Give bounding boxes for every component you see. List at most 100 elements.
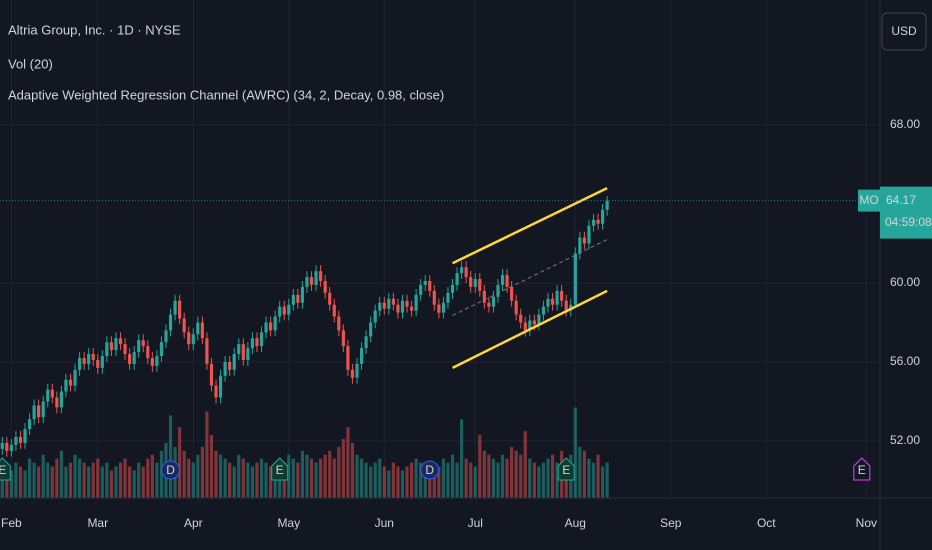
event-label: D [166,463,175,477]
volume-bar [450,454,455,498]
volume-bar [541,462,546,498]
volume-bar [323,454,327,498]
volume-bar [514,450,518,498]
volume-bar [159,450,164,498]
candle-body [359,348,364,364]
candle-body [37,405,41,418]
candle-body [100,356,104,368]
candle-body [432,290,436,305]
candle-body [532,320,536,325]
volume-bar [469,462,473,498]
volume-bar [473,466,477,498]
volume-bar [68,462,73,498]
candle-body [46,389,50,402]
x-tick-label: Aug [565,516,586,530]
candle-body [9,444,13,451]
volume-bar [87,466,91,498]
volume-bar [200,446,204,498]
volume-bar [37,466,41,498]
volume-bar [578,446,582,498]
volume-bar [114,466,118,498]
earnings-badge [271,457,289,481]
candle-body [200,322,204,339]
volume-bar [9,470,13,498]
candle-body [487,302,491,307]
x-tick-label: Nov [856,516,877,530]
volume-bar [82,462,86,498]
price-tag [880,186,932,239]
candle-body [50,389,54,398]
symbol-tag [858,189,880,212]
volume-bar [587,458,591,498]
volume-bar [532,462,536,498]
candle-body [519,314,523,323]
x-tick-label: Jul [468,516,483,530]
candle-body [291,294,295,305]
volume-bar [182,450,186,498]
y-tick-label: 56.00 [890,354,920,368]
y-tick-label: 52.00 [890,433,920,447]
candle-body [309,277,314,285]
candle-body [296,294,300,303]
candle-body [482,290,486,303]
volume-bar [500,454,505,498]
volume-bar [250,466,254,498]
volume-bar [446,462,450,498]
price-tag-countdown: 04:59:08 [885,215,932,229]
candle-body [582,237,586,244]
volume-bar [232,466,236,498]
candle-body [596,219,600,224]
candle-body [23,429,27,443]
candle-body [350,369,355,378]
volume-bar [123,458,127,498]
candle-body [550,298,555,305]
volume-bar [314,462,318,498]
volume-bar [59,450,63,498]
candle-body [132,352,136,364]
candle-body [209,363,214,386]
volume-bar [168,415,173,498]
volume-bar [255,462,259,498]
candle-body [87,354,91,364]
currency-button[interactable] [881,12,927,51]
candle-body [369,322,373,337]
candle-body [409,306,414,311]
candle-body [514,300,518,315]
volume-bar [491,458,496,498]
candle-body [546,298,550,307]
volume-bar [359,458,364,498]
volume-bar [519,454,523,498]
volume-bar [373,462,377,498]
candle-body [505,275,509,287]
volume-bar [50,466,54,498]
candle-body [537,314,541,325]
volume-bar [77,458,82,498]
candle-body [414,294,418,311]
volume-bar [27,458,32,498]
candle-body [114,338,118,351]
currency-label[interactable]: USD [891,24,917,38]
volume-bar [337,446,341,498]
candle-body [587,225,591,244]
candle-body [555,290,559,305]
candle-body [346,346,350,370]
volume-bar [414,458,418,498]
candle-body [319,271,323,281]
channel-lower [451,289,608,369]
indicator-label: Vol (20) [8,56,53,71]
candle-body [178,300,182,319]
y-tick-label: 60.00 [890,275,920,289]
volume-bar [555,462,559,498]
candle-body [18,436,23,443]
candle-body [68,379,73,386]
dividend-badge [161,460,181,480]
candle-body [150,357,154,366]
candle-body [173,300,177,315]
volume-bar [55,458,59,498]
candle-body [59,391,63,408]
event-label: D [425,463,434,477]
candle-body [332,304,336,317]
volume-bar [391,462,395,498]
